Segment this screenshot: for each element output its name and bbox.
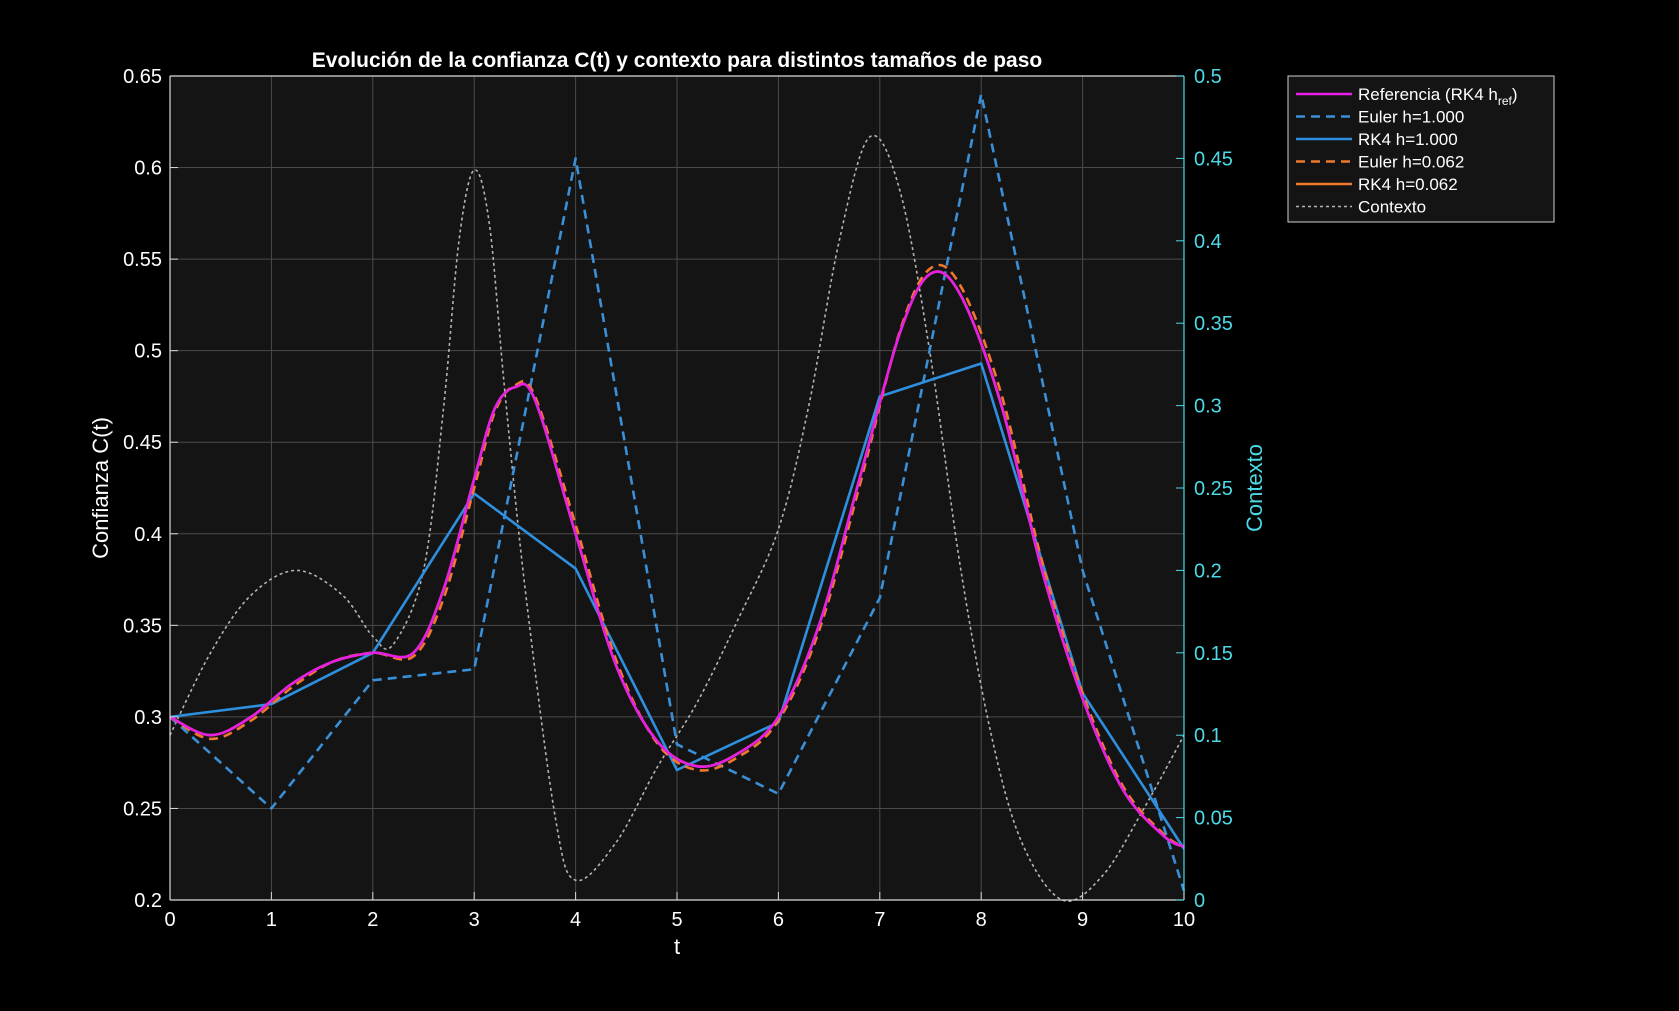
x-tick-label: 10 bbox=[1173, 909, 1195, 931]
series-line-referencia-rk4-h bbox=[169, 270, 1185, 849]
y-tick-label: 0.25 bbox=[123, 798, 162, 820]
y-tick-label: 0.4 bbox=[134, 524, 162, 546]
legend-label: RK4 h=0.062 bbox=[1358, 175, 1458, 194]
y2-tick-label: 0.15 bbox=[1194, 643, 1233, 665]
y-axis-label: Confianza C(t) bbox=[88, 417, 113, 559]
x-tick-label: 4 bbox=[570, 909, 581, 931]
y2-tick-label: 0.5 bbox=[1194, 66, 1222, 88]
y2-axis-label: Contexto bbox=[1242, 444, 1267, 532]
y2-tick-label: 0.1 bbox=[1194, 725, 1222, 747]
y2-tick-label: 0.35 bbox=[1194, 313, 1233, 335]
series-layer bbox=[169, 93, 1186, 902]
x-tick-label: 1 bbox=[266, 909, 277, 931]
x-tick-label: 6 bbox=[773, 909, 784, 931]
legend-label-end: ) bbox=[1512, 85, 1518, 104]
y-tick-label: 0.6 bbox=[134, 158, 162, 180]
x-tick-label: 2 bbox=[367, 909, 378, 931]
legend-label: Contexto bbox=[1358, 198, 1426, 217]
y2-tick-label: 0.4 bbox=[1194, 231, 1222, 253]
legend-label: Euler h=1.000 bbox=[1358, 108, 1464, 127]
chart-title: Evolución de la confianza C(t) y context… bbox=[312, 49, 1042, 72]
y-tick-label: 0.45 bbox=[123, 432, 162, 454]
y2-tick-label: 0.25 bbox=[1194, 478, 1233, 500]
series-line-rk4-h-1-000 bbox=[169, 362, 1186, 850]
x-axis-label: t bbox=[674, 934, 680, 959]
y2-tick-label: 0.05 bbox=[1194, 808, 1233, 830]
x-tick-label: 8 bbox=[976, 909, 987, 931]
legend-box bbox=[1287, 75, 1555, 223]
series-line-euler-h-0-062 bbox=[169, 263, 1185, 849]
x-tick-label: 7 bbox=[874, 909, 885, 931]
y-tick-label: 0.5 bbox=[134, 341, 162, 363]
y-tick-label: 0.3 bbox=[134, 707, 162, 729]
y2-tick-label: 0.3 bbox=[1194, 396, 1222, 418]
y-tick-label: 0.65 bbox=[123, 66, 162, 88]
ticks: 0 1 2 3 4 5 6 7 8 9 10 0.2 0.25 0.3 0.35 0.4 0.45 0.5 0.55… bbox=[123, 66, 1233, 931]
y-tick-label: 0.55 bbox=[123, 249, 162, 271]
x-tick-label: 5 bbox=[671, 909, 682, 931]
x-tick-label: 3 bbox=[469, 909, 480, 931]
series-line-contexto bbox=[169, 134, 1185, 902]
y-tick-label: 0.2 bbox=[134, 890, 162, 912]
legend-label: RK4 h=1.000 bbox=[1358, 130, 1458, 149]
series-line-euler-h-1-000 bbox=[169, 93, 1186, 892]
legend-label: Euler h=0.062 bbox=[1358, 153, 1464, 172]
legend-label: Referencia (RK4 href) bbox=[1358, 85, 1518, 108]
x-tick-label: 9 bbox=[1077, 909, 1088, 931]
y2-tick-label: 0 bbox=[1194, 890, 1205, 912]
y-tick-label: 0.35 bbox=[123, 615, 162, 637]
legend-label-subscript: ref bbox=[1498, 94, 1513, 108]
y2-tick-label: 0.2 bbox=[1194, 560, 1222, 582]
x-tick-label: 0 bbox=[164, 909, 175, 931]
y2-tick-label: 0.45 bbox=[1194, 148, 1233, 170]
legend: Referencia (RK4 href)Euler h=1.000 RK4 h=… bbox=[1287, 75, 1555, 223]
